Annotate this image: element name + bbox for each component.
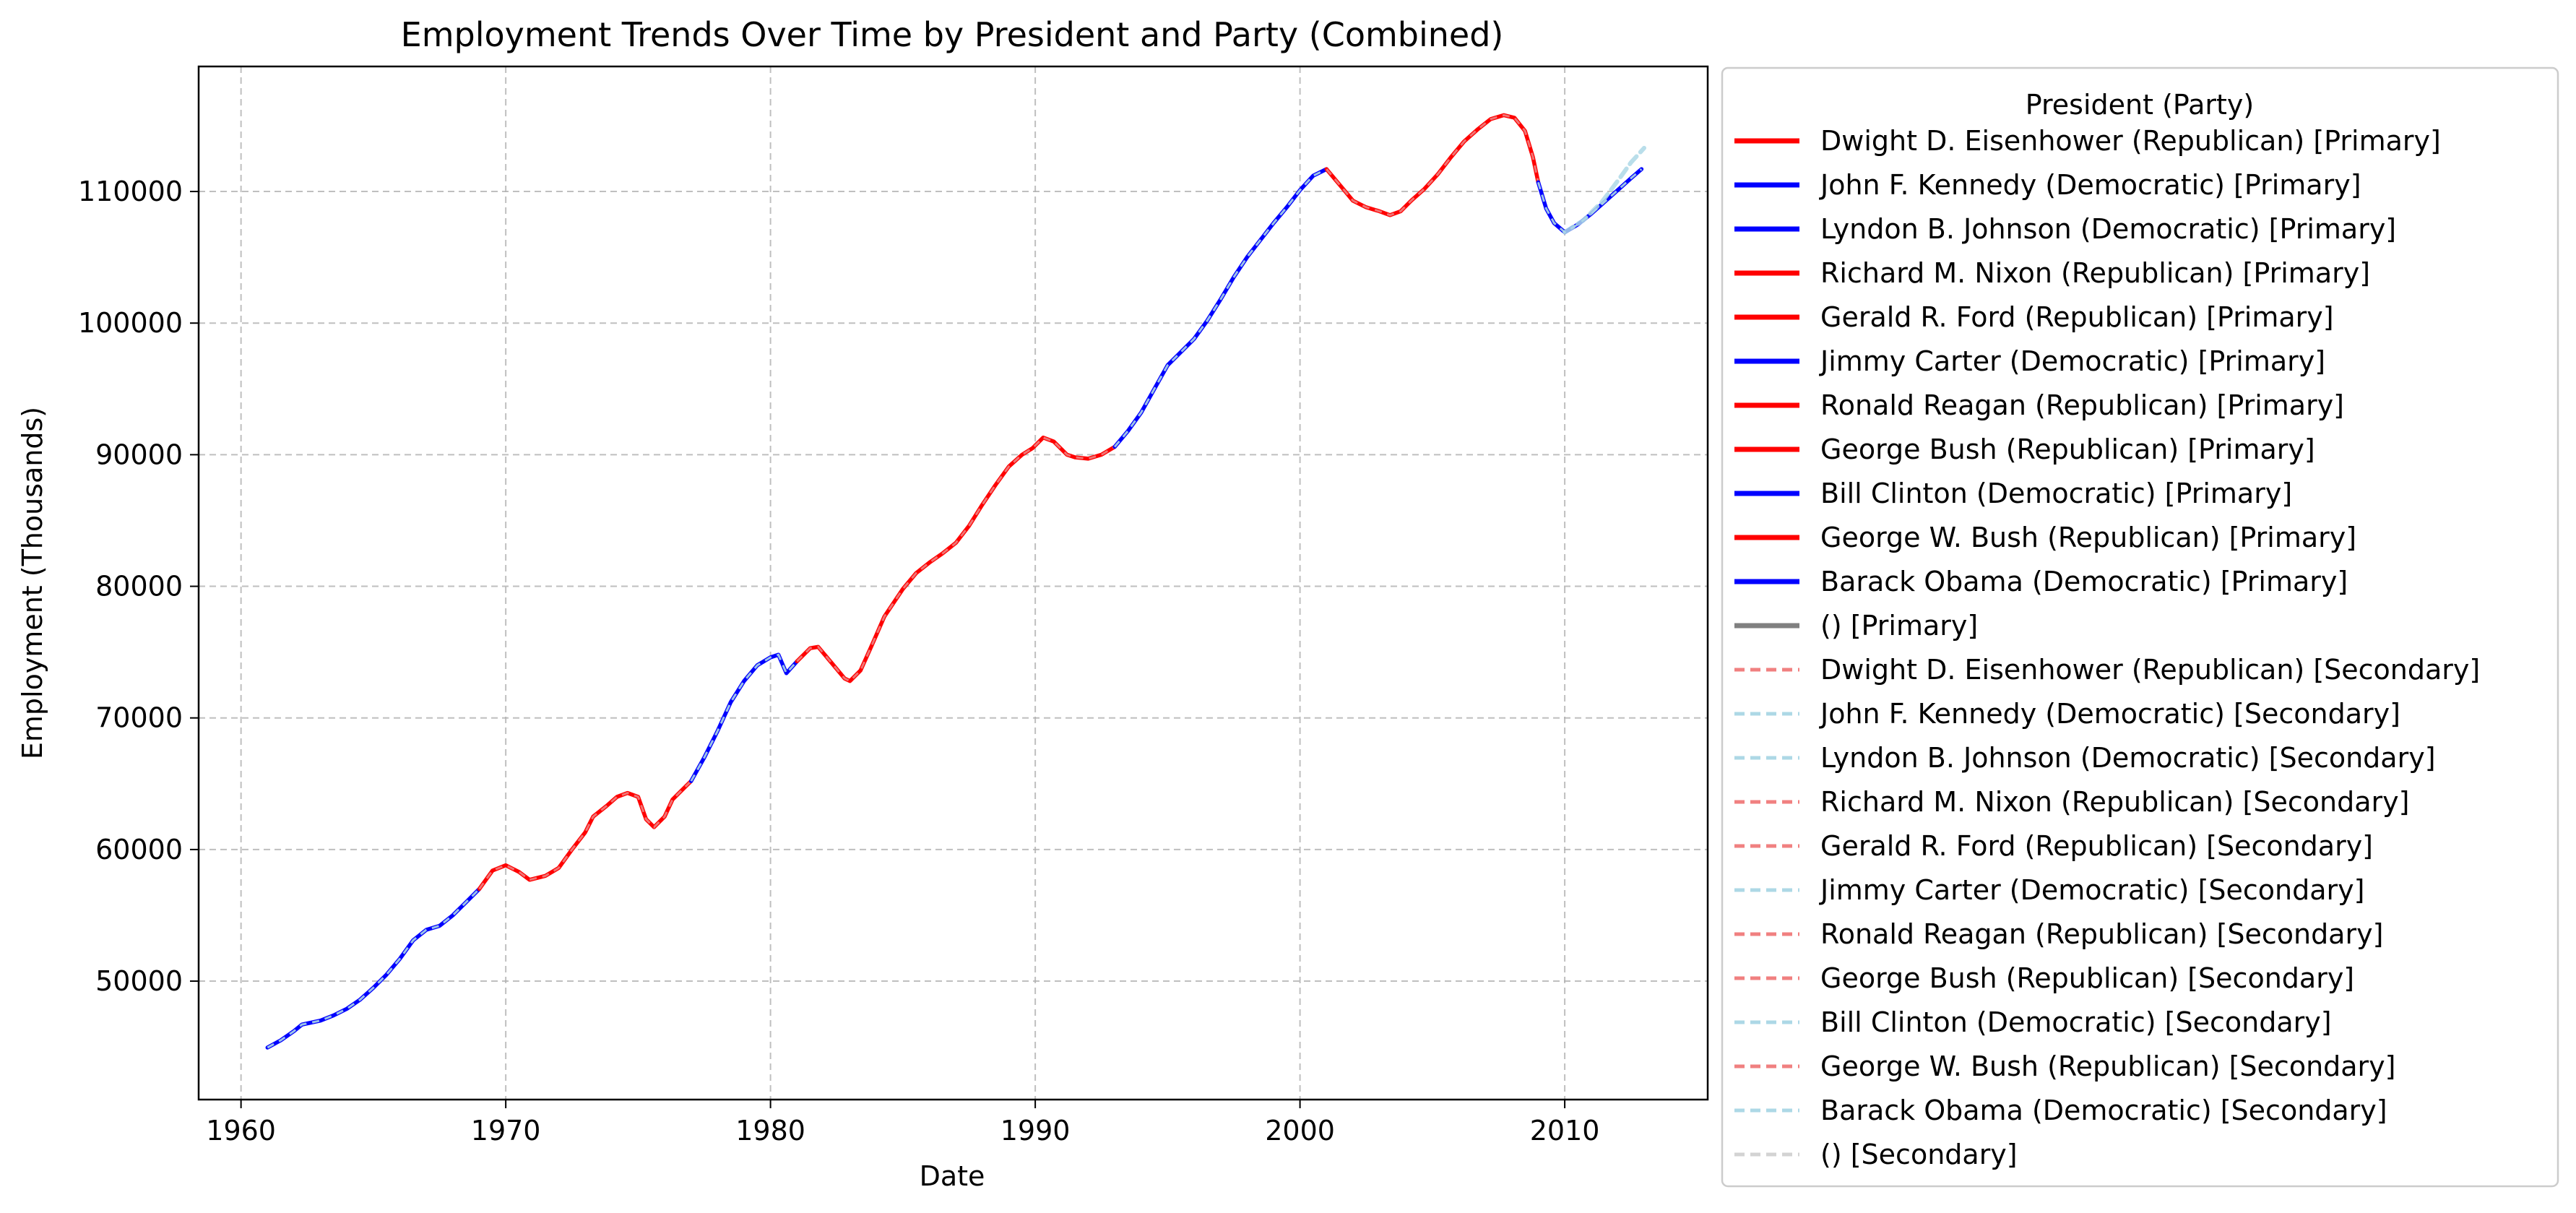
x-tick-label: 1960 bbox=[206, 1115, 276, 1147]
legend-label: George W. Bush (Republican) [Secondary] bbox=[1820, 1050, 2396, 1082]
series-secondary-overlay bbox=[1326, 113, 1539, 217]
legend-label: John F. Kennedy (Democratic) [Primary] bbox=[1819, 169, 2361, 201]
legend-title: President (Party) bbox=[2026, 89, 2255, 121]
plot-frame bbox=[197, 65, 1709, 1101]
legend-label: George Bush (Republican) [Primary] bbox=[1820, 433, 2315, 465]
legend-label: Bill Clinton (Democratic) [Primary] bbox=[1820, 478, 2292, 509]
series-lines bbox=[265, 113, 1646, 1050]
legend: President (Party) Dwight D. Eisenhower (… bbox=[1721, 66, 2559, 1188]
legend-label: Richard M. Nixon (Republican) [Secondary… bbox=[1820, 786, 2409, 818]
x-axis: 1960 1970 1980 1990 2000 2010 bbox=[206, 1100, 1599, 1147]
y-tick-label: 80000 bbox=[95, 571, 183, 603]
x-tick-label: 2010 bbox=[1530, 1115, 1600, 1147]
y-tick-label: 70000 bbox=[95, 702, 183, 734]
y-axis-title: Employment (Thousands) bbox=[17, 407, 48, 759]
series-line bbox=[477, 779, 693, 892]
series-line bbox=[265, 886, 482, 1050]
legend-label: Ronald Reagan (Republican) [Primary] bbox=[1820, 389, 2344, 421]
legend-label: Bill Clinton (Democratic) [Secondary] bbox=[1820, 1006, 2332, 1038]
legend-label: Dwight D. Eisenhower (Republican) [Prima… bbox=[1820, 125, 2441, 157]
legend-label: Barack Obama (Democratic) [Secondary] bbox=[1820, 1095, 2387, 1126]
legend-label: Dwight D. Eisenhower (Republican) [Secon… bbox=[1820, 654, 2480, 686]
series-secondary-overlay bbox=[478, 780, 692, 890]
y-axis: 50000 60000 70000 80000 90000 100000 110000 bbox=[78, 176, 199, 997]
legend-label: Jimmy Carter (Democratic) [Primary] bbox=[1819, 345, 2325, 377]
x-axis-title: Date bbox=[920, 1160, 985, 1192]
legend-label: George Bush (Republican) [Secondary] bbox=[1820, 962, 2354, 994]
y-tick-label: 90000 bbox=[95, 439, 183, 470]
series-secondary-overlay bbox=[1113, 168, 1327, 448]
y-tick-label: 50000 bbox=[95, 965, 183, 997]
legend-label: Barack Obama (Democratic) [Primary] bbox=[1820, 566, 2348, 597]
legend-label: () [Primary] bbox=[1820, 610, 1978, 642]
y-tick-label: 60000 bbox=[95, 834, 183, 865]
legend-label: Ronald Reagan (Republican) [Secondary] bbox=[1820, 918, 2383, 950]
legend-label: Lyndon B. Johnson (Democratic) [Primary] bbox=[1820, 213, 2396, 245]
grid bbox=[199, 66, 1708, 1100]
legend-label: Gerald R. Ford (Republican) [Secondary] bbox=[1820, 830, 2373, 862]
chart-title: Employment Trends Over Time by President… bbox=[401, 15, 1504, 54]
x-tick-label: 2000 bbox=[1265, 1115, 1335, 1147]
legend-label: Lyndon B. Johnson (Democratic) [Secondar… bbox=[1820, 742, 2436, 774]
series-line bbox=[1563, 145, 1646, 235]
series-secondary-overlay bbox=[796, 436, 1115, 683]
x-tick-label: 1980 bbox=[735, 1115, 805, 1147]
legend-label: George W. Bush (Republican) [Primary] bbox=[1820, 522, 2356, 553]
x-tick-label: 1990 bbox=[1000, 1115, 1071, 1147]
x-tick-label: 1970 bbox=[471, 1115, 541, 1147]
legend-label: Jimmy Carter (Democratic) [Secondary] bbox=[1819, 874, 2364, 906]
legend-box bbox=[1721, 66, 2559, 1188]
series-line bbox=[795, 435, 1117, 683]
series-secondary-overlay bbox=[267, 888, 480, 1049]
legend-label: John F. Kennedy (Democratic) [Secondary] bbox=[1819, 698, 2400, 730]
series-line bbox=[1324, 113, 1541, 217]
legend-label: () [Secondary] bbox=[1820, 1139, 2018, 1170]
series-secondary-overlay bbox=[1536, 168, 1643, 234]
legend-label: Gerald R. Ford (Republican) [Primary] bbox=[1820, 301, 2334, 333]
legend-label: Richard M. Nixon (Republican) [Primary] bbox=[1820, 257, 2370, 289]
y-tick-label: 110000 bbox=[78, 176, 183, 207]
series-secondary-overlay bbox=[690, 653, 798, 782]
y-tick-label: 100000 bbox=[78, 307, 183, 339]
